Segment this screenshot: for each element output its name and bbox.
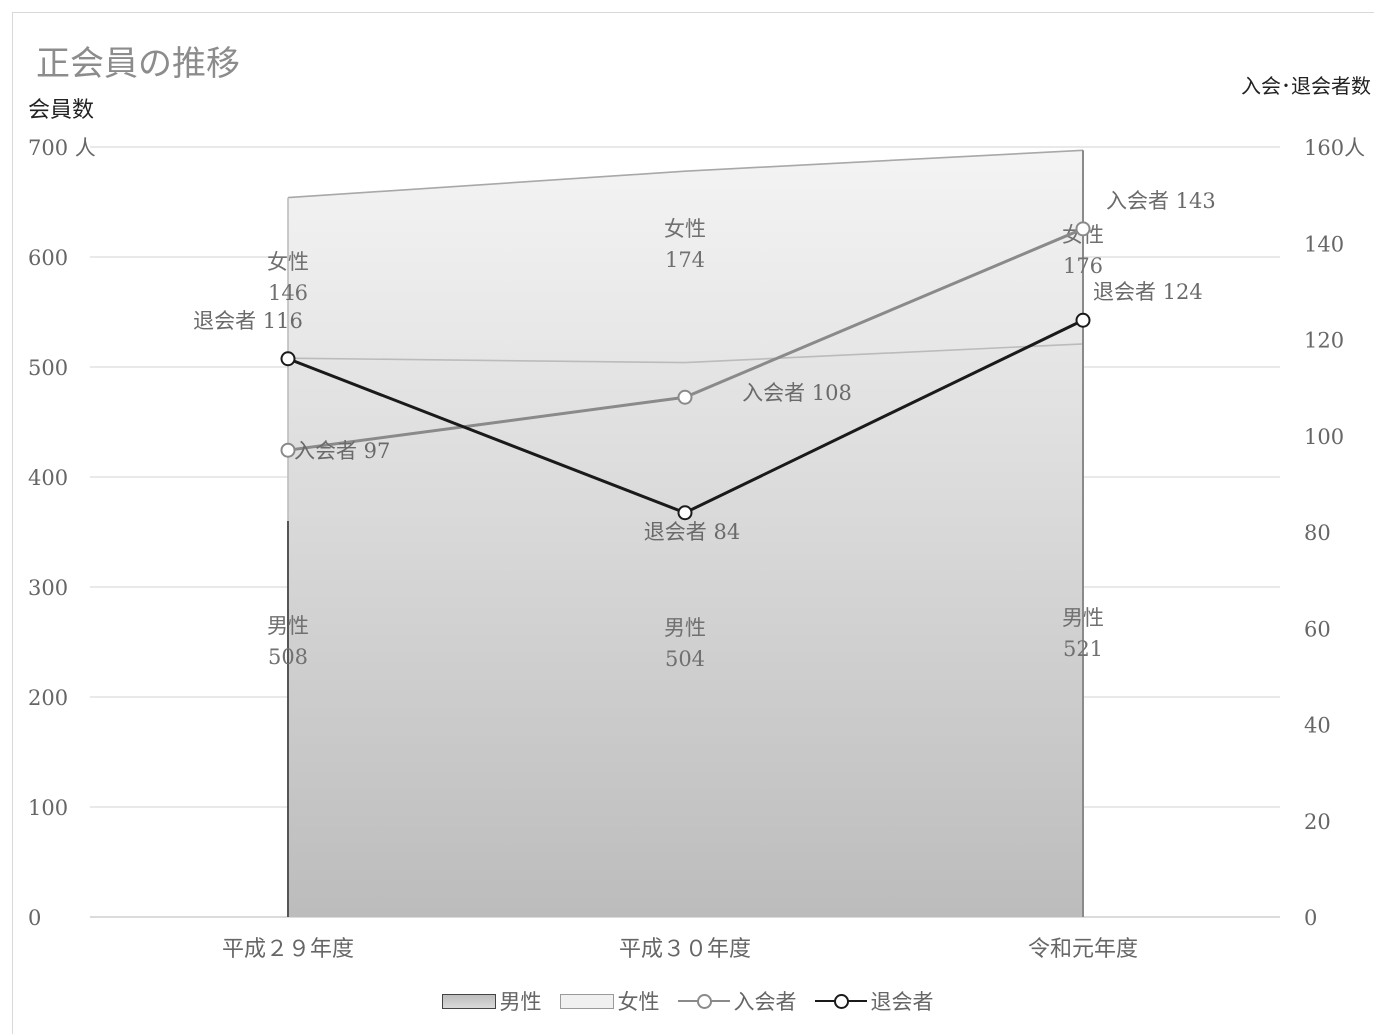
- point-leavers: [1075, 312, 1091, 328]
- legend-label-leavers: 退会者: [870, 990, 934, 1014]
- y-tick-label: 200: [28, 686, 68, 710]
- y-tick-label: 700 人: [28, 136, 96, 160]
- data-label-male: 508: [268, 645, 308, 669]
- y2-tick-label: 40: [1304, 714, 1331, 738]
- y-tick-label: 100: [28, 796, 68, 820]
- y2-tick-label: 80: [1304, 521, 1331, 545]
- chart-title: 正会員の推移: [36, 44, 240, 84]
- data-label-male: 521: [1063, 637, 1103, 661]
- y-tick-label: 0: [28, 906, 41, 930]
- data-label-female: 女性: [664, 217, 706, 241]
- x-tick-label: 令和元年度: [1028, 937, 1138, 962]
- y2-tick-label: 140: [1304, 232, 1344, 256]
- y-tick-label: 600: [28, 246, 68, 270]
- y-tick-label: 500: [28, 356, 68, 380]
- area-female: [288, 150, 1083, 363]
- y2-tick-label: 60: [1304, 617, 1331, 641]
- y2-tick-label: 160人: [1304, 136, 1365, 160]
- x-tick-label: 平成３０年度: [619, 937, 751, 962]
- data-label-male: 男性: [664, 616, 706, 640]
- legend: 男性 女性 入会者 退会者: [0, 986, 1375, 1016]
- legend-label-joiners: 入会者: [733, 990, 797, 1014]
- y2-tick-label: 100: [1304, 425, 1344, 449]
- data-label-joiners: 入会者 97: [294, 439, 390, 463]
- y2-tick-label: 0: [1304, 906, 1317, 930]
- data-label-leavers: 退会者 116: [193, 309, 303, 333]
- data-label-female: 176: [1063, 254, 1103, 278]
- point-joiners: [1075, 221, 1091, 237]
- legend-item-joiners[interactable]: 入会者: [677, 986, 797, 1016]
- legend-swatch-joiners: [677, 993, 730, 1009]
- y2-tick-label: 120: [1304, 329, 1344, 353]
- legend-swatch-female: [559, 993, 614, 1009]
- area-male-edge: [287, 343, 1084, 364]
- legend-swatch-male: [441, 993, 496, 1009]
- data-label-male: 男性: [267, 614, 309, 638]
- area-female-edge: [287, 149, 1084, 199]
- y-tick-label: 300: [28, 576, 68, 600]
- legend-swatch-leavers: [814, 993, 867, 1009]
- data-label-female: 146: [268, 281, 308, 305]
- y-axis-title-right: 入会･退会者数: [1241, 74, 1371, 98]
- point-joiners: [677, 389, 693, 405]
- legend-label-male: 男性: [499, 990, 542, 1014]
- legend-item-female[interactable]: 女性: [559, 986, 660, 1016]
- data-label-female: 女性: [267, 250, 309, 274]
- legend-item-male[interactable]: 男性: [441, 986, 542, 1016]
- point-leavers: [280, 351, 296, 367]
- x-tick-label: 平成２９年度: [222, 937, 354, 962]
- chart-frame: [12, 12, 1374, 1034]
- legend-label-female: 女性: [617, 990, 660, 1014]
- data-label-joiners: 入会者 108: [742, 381, 852, 405]
- point-leavers: [677, 505, 693, 521]
- data-label-male: 504: [665, 647, 705, 671]
- area-male: [288, 343, 1083, 917]
- y2-tick-label: 20: [1304, 810, 1331, 834]
- data-label-joiners: 入会者 143: [1106, 189, 1216, 213]
- point-joiners: [280, 442, 296, 458]
- data-label-leavers: 退会者 124: [1093, 280, 1203, 304]
- y-tick-label: 400: [28, 466, 68, 490]
- legend-item-leavers[interactable]: 退会者: [814, 986, 934, 1016]
- data-label-male: 男性: [1062, 606, 1104, 630]
- y-axis-title-left: 会員数: [28, 98, 95, 123]
- data-label-leavers: 退会者 84: [644, 520, 740, 544]
- data-label-female: 174: [665, 248, 705, 272]
